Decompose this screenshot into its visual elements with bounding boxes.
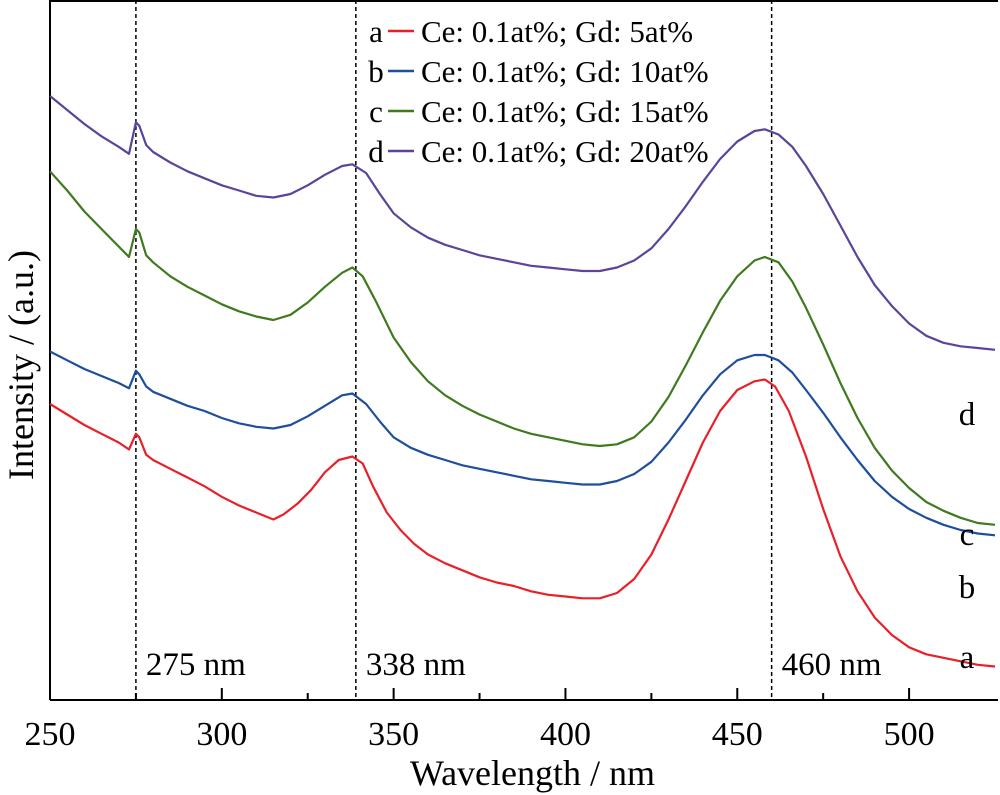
legend-letter-b: b [368,54,384,89]
legend-letter-a: a [369,14,383,49]
curve-label-b: b [959,570,976,606]
legend-letter-c: c [369,94,383,129]
series-line-a [49,378,996,668]
curve-letter-labels: abc d [959,397,976,676]
legend-entry-label: Ce: 0.1at%; Gd: 10at% [421,54,709,89]
x-tick-label: 300 [196,716,247,753]
legend-letter-d: d [368,134,384,169]
reference-lines: 275 nm 338 nm 460 nm [135,0,882,700]
series-line-b [49,350,996,537]
curve-label-d: d [959,397,976,433]
legend-entry-label: Ce: 0.1at%; Gd: 5at% [421,14,693,49]
reference-line-label: 338 nm [366,647,466,683]
legend-entry-label: Ce: 0.1at%; Gd: 20at% [421,134,709,169]
series-line-c [49,170,996,526]
reference-line-label: 275 nm [146,647,246,683]
curve-label-c: c [960,517,975,553]
x-axis-title: Wavelength / nm [410,753,655,793]
x-tick-label: 250 [25,716,76,753]
reference-line-label: 460 nm [782,647,882,683]
y-axis-title: Intensity / (a.u.) [1,250,41,480]
x-tick-label: 500 [884,716,935,753]
series-lines [49,95,996,668]
curve-label-a: a [960,640,975,676]
x-ticks: 250 300 350 400 450 500 [25,688,935,753]
legend: a Ce: 0.1at%; Gd: 5at% b Ce: 0.1at%; Gd: 10… [368,14,708,169]
x-tick-label: 400 [540,716,591,753]
series-line-d [49,95,996,351]
x-tick-label: 450 [712,716,763,753]
legend-entry-label: Ce: 0.1at%; Gd: 15at% [421,94,709,129]
x-tick-label: 350 [368,716,419,753]
plot-frame [49,0,998,701]
